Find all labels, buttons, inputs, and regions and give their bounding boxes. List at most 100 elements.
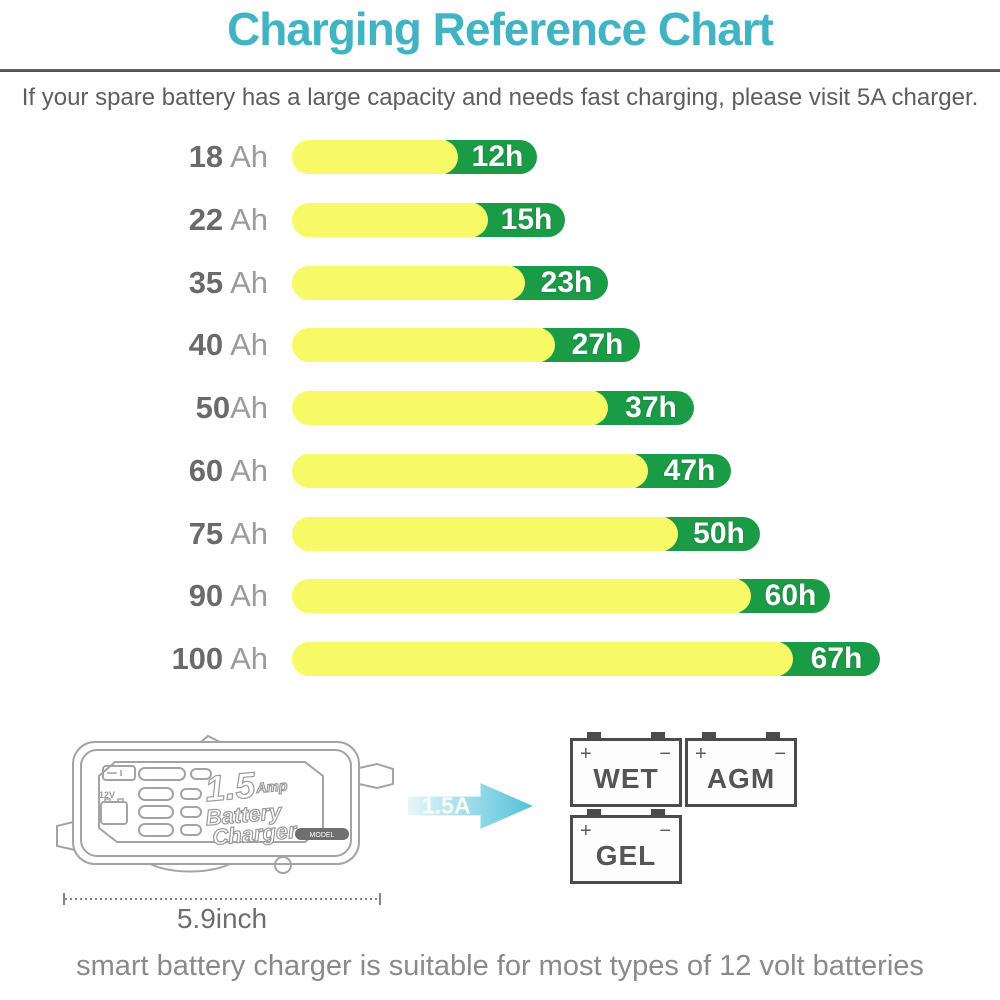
capacity-bar-segment	[292, 516, 678, 551]
current-flow-arrow: 1.5A	[408, 783, 533, 829]
capacity-unit: Ah	[223, 578, 268, 614]
battery-terminal-tab	[587, 732, 601, 741]
chart-row: 90 Ah 60h	[0, 579, 940, 614]
header-divider	[0, 69, 1000, 72]
chart-row: 22 Ah 15h	[0, 201, 940, 237]
battery-charger-illustration: 12V 1.5 Amp Battery Charger MODEL	[56, 734, 394, 874]
capacity-label: 50Ah	[0, 391, 268, 425]
capacity-bar-segment	[292, 328, 555, 363]
capacity-value: 40	[188, 327, 224, 363]
charging-time-bar-chart: 18 Ah 12h 22 Ah 15h 35 Ah 23h 40 Ah 27h 50Ah 37h 6…	[0, 140, 940, 676]
capacity-unit: Ah	[223, 515, 268, 551]
capacity-label: 60 Ah	[0, 452, 268, 488]
charger-voltage-label: 12V	[99, 790, 115, 800]
time-value-label: 15h	[500, 202, 553, 236]
time-value-label: 47h	[663, 453, 716, 487]
minus-terminal-icon: −	[659, 743, 671, 765]
battery-terminal-tab	[766, 732, 780, 741]
capacity-unit: Ah	[223, 139, 268, 174]
plus-terminal-icon: +	[580, 743, 592, 765]
time-value-label: 67h	[810, 642, 863, 675]
chart-row: 75 Ah 50h	[0, 515, 940, 551]
chart-row: 60 Ah 47h	[0, 452, 940, 488]
capacity-label: 40 Ah	[0, 328, 268, 362]
minus-terminal-icon: −	[774, 743, 786, 765]
capacity-unit: Ah	[223, 641, 268, 676]
charger-amp-value: 1.5	[203, 764, 257, 809]
capacity-bar-segment	[292, 265, 525, 300]
battery-terminal-tab	[651, 809, 665, 818]
time-value-label: 50h	[693, 516, 745, 550]
arrow-amp-label: 1.5A	[422, 792, 471, 819]
battery-type-label: GEL	[595, 840, 657, 871]
page-subtitle: If your spare battery has a large capaci…	[21, 84, 979, 111]
battery-type-gel: + − GEL	[570, 809, 682, 884]
chart-row: 100 Ah 67h	[0, 642, 940, 676]
battery-terminal-tab	[651, 732, 665, 741]
capacity-label: 75 Ah	[0, 515, 268, 551]
battery-terminal-tab	[587, 809, 601, 818]
plus-terminal-icon: +	[695, 743, 707, 765]
capacity-unit: Ah	[223, 452, 268, 488]
capacity-value: 22	[188, 201, 224, 237]
charger-model-badge	[295, 828, 349, 840]
charger-amp-unit: Amp	[255, 777, 289, 796]
capacity-value: 18	[188, 139, 224, 174]
capacity-bar-segment	[292, 453, 648, 488]
charger-indicator-4	[138, 823, 174, 837]
capacity-unit: Ah	[223, 327, 268, 363]
charger-bottom-bump	[149, 863, 231, 873]
capacity-label: 18 Ah	[0, 140, 268, 174]
charger-top-notch	[200, 734, 221, 743]
capacity-unit: Ah	[230, 390, 268, 425]
time-value-label: 37h	[625, 391, 677, 424]
charger-bottom-screw	[274, 856, 292, 874]
charger-model-text: MODEL	[310, 832, 335, 839]
dimension-label: 5.9inch	[176, 903, 268, 934]
battery-terminal-tab	[702, 732, 716, 741]
charger-battery-icon	[100, 801, 128, 825]
time-value-label: 27h	[571, 328, 624, 362]
battery-type-agm: + − AGM	[685, 732, 797, 807]
capacity-bar-segment	[292, 579, 751, 614]
chart-row: 40 Ah 27h	[0, 328, 940, 363]
charger-face	[98, 761, 324, 843]
page-title: Charging Reference Chart	[226, 3, 774, 55]
capacity-unit: Ah	[223, 201, 268, 237]
capacity-bar-segment	[292, 642, 793, 676]
plus-terminal-icon: +	[580, 820, 592, 842]
footer-text: smart battery charger is suitable for mo…	[76, 950, 924, 982]
charger-left-tab	[56, 821, 76, 851]
capacity-label: 90 Ah	[0, 579, 268, 613]
capacity-value: 75	[188, 515, 224, 551]
capacity-unit: Ah	[223, 264, 268, 300]
charger-indicator-2	[138, 787, 174, 801]
time-value-label: 12h	[471, 140, 524, 173]
minus-terminal-icon: −	[659, 820, 671, 842]
capacity-value: 60	[188, 452, 224, 488]
dimension-line	[63, 893, 381, 905]
capacity-value: 90	[188, 578, 224, 614]
battery-type-label: WET	[593, 763, 659, 794]
charger-indicator-3	[138, 805, 174, 819]
capacity-label: 22 Ah	[0, 201, 268, 237]
capacity-label: 100 Ah	[0, 642, 268, 676]
charger-right-tab	[358, 762, 394, 790]
capacity-value: 50	[195, 390, 231, 425]
chart-row: 35 Ah 23h	[0, 264, 940, 300]
chart-row: 18 Ah 12h	[0, 140, 940, 174]
capacity-value: 100	[171, 641, 224, 676]
charger-indicator-1	[138, 767, 186, 781]
battery-type-label: AGM	[706, 763, 776, 794]
chart-row: 50Ah 37h	[0, 391, 940, 425]
capacity-value: 35	[188, 264, 224, 300]
capacity-label: 35 Ah	[0, 264, 268, 300]
battery-type-wet: + − WET	[570, 732, 682, 807]
capacity-bar-segment	[292, 140, 458, 174]
capacity-bar-segment	[292, 391, 608, 425]
time-value-label: 60h	[764, 579, 817, 613]
charger-outer-body	[72, 741, 360, 865]
charger-logo-box	[102, 765, 136, 781]
time-value-label: 23h	[540, 265, 593, 299]
